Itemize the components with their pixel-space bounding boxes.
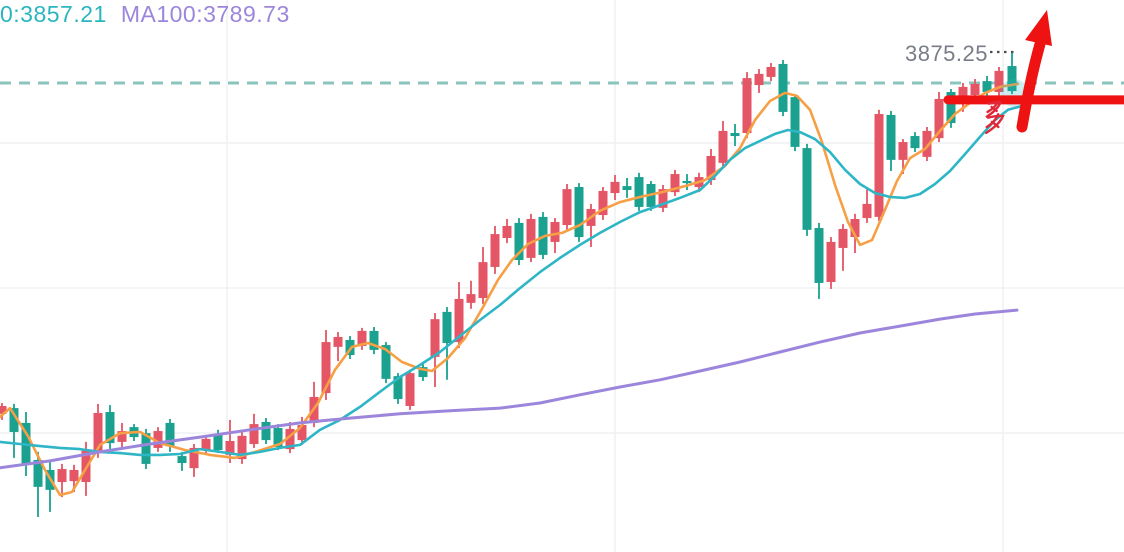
- candle-body: [225, 440, 235, 455]
- candle-body: [57, 469, 67, 483]
- candle-body: [970, 83, 980, 96]
- candle-body: [754, 73, 764, 86]
- candle-body: [478, 262, 488, 299]
- candle-body: [418, 367, 428, 378]
- candle-body: [982, 81, 992, 92]
- candle-body: [69, 469, 79, 482]
- candle-body: [958, 86, 968, 102]
- candle-body: [93, 412, 103, 452]
- candle-body: [261, 421, 271, 441]
- arrow-drawing[interactable]: [1016, 10, 1052, 133]
- candle-body: [622, 186, 632, 191]
- candle-body: [466, 294, 476, 303]
- candle-body: [826, 241, 836, 283]
- candle-body: [718, 130, 728, 163]
- candle-body: [201, 438, 211, 451]
- candle-body: [189, 447, 199, 469]
- candle-body: [490, 234, 500, 267]
- candle-body: [550, 222, 560, 242]
- candle-body: [514, 222, 524, 261]
- candle-body: [165, 422, 175, 447]
- candle-body: [886, 114, 896, 160]
- candle-body: [33, 460, 43, 487]
- candle-body: [862, 203, 872, 219]
- candle-body: [670, 174, 680, 193]
- candle-body: [333, 336, 343, 347]
- candle-body: [381, 345, 391, 379]
- candle-body: [285, 428, 295, 450]
- candle-body: [766, 66, 776, 77]
- candle-body: [742, 78, 752, 134]
- candle-body: [454, 298, 464, 343]
- candle-body: [934, 98, 944, 139]
- ma-line-ma100[interactable]: [0, 308, 1019, 470]
- candle-body: [562, 189, 572, 226]
- candle-body: [273, 428, 283, 448]
- candle-body: [502, 225, 512, 238]
- candle-body: [706, 155, 716, 181]
- stamp-stroke: [985, 114, 1005, 135]
- candle-body: [430, 319, 440, 357]
- ma-legend: 0:3857.21 MA100:3789.73: [0, 1, 304, 28]
- candle-body: [598, 190, 608, 216]
- ma100-legend-value: MA100:3789.73: [120, 1, 290, 27]
- candle-body: [237, 435, 247, 460]
- candle-body: [730, 133, 740, 137]
- arrow-shaft: [1016, 38, 1046, 133]
- candles-layer[interactable]: [0, 52, 1017, 518]
- candle-body: [802, 148, 812, 230]
- candle-body: [153, 431, 163, 448]
- stamp-stroke: [990, 105, 998, 113]
- high-price-label: 3875.25: [904, 41, 988, 66]
- candle-body: [369, 330, 379, 350]
- candle-body: [922, 130, 932, 157]
- candle-body: [405, 373, 415, 407]
- candle-body: [213, 434, 223, 451]
- candle-body: [814, 228, 824, 283]
- candle-body: [838, 228, 848, 248]
- ma30-legend-value: 0:3857.21: [0, 1, 107, 27]
- candle-body: [141, 433, 151, 464]
- candle-body: [526, 218, 536, 258]
- candle-body: [177, 456, 187, 464]
- candle-body: [658, 189, 668, 208]
- candle-body: [357, 330, 367, 346]
- candle-body: [874, 114, 884, 217]
- candle-body: [249, 424, 259, 445]
- candle-body: [898, 142, 908, 160]
- long-stamp-drawing[interactable]: [983, 100, 1005, 135]
- arrow-head: [1025, 10, 1052, 46]
- candle-body: [574, 187, 584, 238]
- candle-body: [610, 181, 620, 194]
- candle-body: [0, 406, 7, 414]
- stamp-stroke: [985, 101, 1003, 118]
- ma-line-ma30[interactable]: [0, 105, 1022, 457]
- candle-body: [442, 311, 452, 343]
- candle-body: [790, 97, 800, 147]
- candle-body: [297, 425, 307, 441]
- candle-body: [910, 136, 920, 149]
- candle-body: [682, 180, 692, 184]
- candle-body: [9, 408, 19, 432]
- candle-body: [117, 431, 127, 442]
- candle-body: [850, 218, 860, 238]
- candle-body: [321, 342, 331, 394]
- candle-body: [1007, 66, 1017, 92]
- candle-body: [778, 63, 788, 112]
- ma-line-ma-fast[interactable]: [0, 82, 1020, 497]
- candle-body: [994, 70, 1004, 92]
- candle-body: [393, 376, 403, 400]
- candle-body: [105, 412, 115, 444]
- stamp-stroke: [990, 120, 1000, 129]
- candle-body: [634, 177, 644, 207]
- candle-body: [946, 92, 956, 124]
